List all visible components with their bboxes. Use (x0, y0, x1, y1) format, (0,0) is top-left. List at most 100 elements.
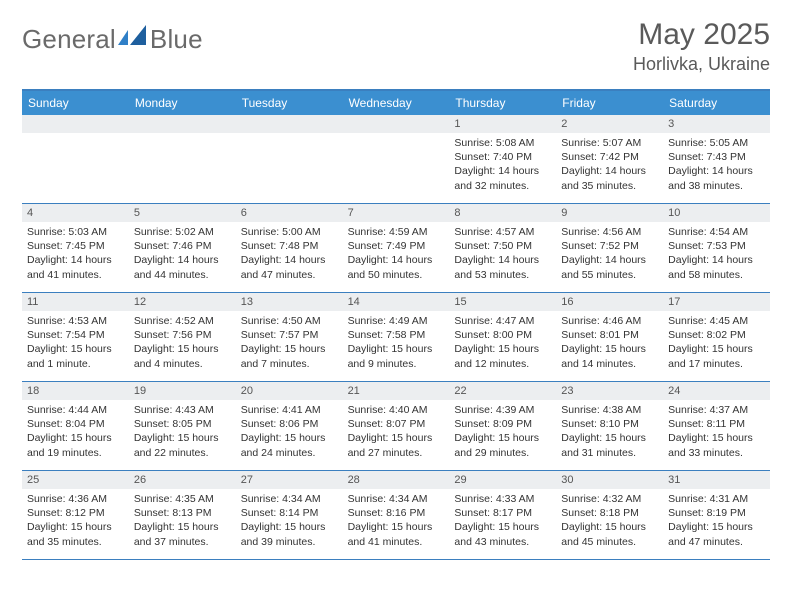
daylight-text: Daylight: 14 hours and 53 minutes. (454, 253, 551, 281)
day-body: Sunrise: 4:39 AMSunset: 8:09 PMDaylight:… (449, 400, 556, 464)
daylight-text: Daylight: 15 hours and 17 minutes. (668, 342, 765, 370)
day-cell: 11Sunrise: 4:53 AMSunset: 7:54 PMDayligh… (22, 293, 129, 381)
daylight-text: Daylight: 15 hours and 39 minutes. (241, 520, 338, 548)
day-number: 22 (449, 382, 556, 400)
daylight-text: Daylight: 15 hours and 7 minutes. (241, 342, 338, 370)
sunset-text: Sunset: 8:10 PM (561, 417, 658, 431)
day-cell: 2Sunrise: 5:07 AMSunset: 7:42 PMDaylight… (556, 115, 663, 203)
calendar: Sunday Monday Tuesday Wednesday Thursday… (22, 89, 770, 560)
day-number: 12 (129, 293, 236, 311)
day-body: Sunrise: 4:52 AMSunset: 7:56 PMDaylight:… (129, 311, 236, 375)
weekday-label: Thursday (449, 91, 556, 115)
day-cell: 20Sunrise: 4:41 AMSunset: 8:06 PMDayligh… (236, 382, 343, 470)
day-cell: 1Sunrise: 5:08 AMSunset: 7:40 PMDaylight… (449, 115, 556, 203)
daylight-text: Daylight: 15 hours and 37 minutes. (134, 520, 231, 548)
day-number (22, 115, 129, 133)
day-body: Sunrise: 5:05 AMSunset: 7:43 PMDaylight:… (663, 133, 770, 197)
day-number: 21 (343, 382, 450, 400)
daylight-text: Daylight: 15 hours and 27 minutes. (348, 431, 445, 459)
daylight-text: Daylight: 14 hours and 58 minutes. (668, 253, 765, 281)
daylight-text: Daylight: 15 hours and 1 minute. (27, 342, 124, 370)
day-cell: 10Sunrise: 4:54 AMSunset: 7:53 PMDayligh… (663, 204, 770, 292)
day-number: 7 (343, 204, 450, 222)
daylight-text: Daylight: 14 hours and 35 minutes. (561, 164, 658, 192)
day-number: 27 (236, 471, 343, 489)
day-number: 30 (556, 471, 663, 489)
day-body: Sunrise: 4:49 AMSunset: 7:58 PMDaylight:… (343, 311, 450, 375)
sunrise-text: Sunrise: 4:33 AM (454, 492, 551, 506)
day-number: 10 (663, 204, 770, 222)
day-number (343, 115, 450, 133)
sunset-text: Sunset: 7:53 PM (668, 239, 765, 253)
sunrise-text: Sunrise: 5:02 AM (134, 225, 231, 239)
sunrise-text: Sunrise: 4:40 AM (348, 403, 445, 417)
sunrise-text: Sunrise: 4:50 AM (241, 314, 338, 328)
sunset-text: Sunset: 7:48 PM (241, 239, 338, 253)
day-number: 31 (663, 471, 770, 489)
day-body: Sunrise: 4:31 AMSunset: 8:19 PMDaylight:… (663, 489, 770, 553)
sunrise-text: Sunrise: 4:59 AM (348, 225, 445, 239)
day-body: Sunrise: 5:03 AMSunset: 7:45 PMDaylight:… (22, 222, 129, 286)
weekday-label: Monday (129, 91, 236, 115)
sunset-text: Sunset: 8:01 PM (561, 328, 658, 342)
weekday-label: Saturday (663, 91, 770, 115)
sunrise-text: Sunrise: 5:08 AM (454, 136, 551, 150)
week-row: 25Sunrise: 4:36 AMSunset: 8:12 PMDayligh… (22, 471, 770, 560)
daylight-text: Daylight: 15 hours and 4 minutes. (134, 342, 231, 370)
day-number (236, 115, 343, 133)
day-cell: 31Sunrise: 4:31 AMSunset: 8:19 PMDayligh… (663, 471, 770, 559)
daylight-text: Daylight: 15 hours and 47 minutes. (668, 520, 765, 548)
sunset-text: Sunset: 8:11 PM (668, 417, 765, 431)
sunrise-text: Sunrise: 5:05 AM (668, 136, 765, 150)
day-number: 6 (236, 204, 343, 222)
day-cell: 9Sunrise: 4:56 AMSunset: 7:52 PMDaylight… (556, 204, 663, 292)
day-cell: 13Sunrise: 4:50 AMSunset: 7:57 PMDayligh… (236, 293, 343, 381)
sunrise-text: Sunrise: 5:03 AM (27, 225, 124, 239)
day-cell: 12Sunrise: 4:52 AMSunset: 7:56 PMDayligh… (129, 293, 236, 381)
day-body: Sunrise: 4:32 AMSunset: 8:18 PMDaylight:… (556, 489, 663, 553)
daylight-text: Daylight: 15 hours and 43 minutes. (454, 520, 551, 548)
day-number: 24 (663, 382, 770, 400)
sunrise-text: Sunrise: 5:00 AM (241, 225, 338, 239)
sunrise-text: Sunrise: 4:37 AM (668, 403, 765, 417)
sunset-text: Sunset: 8:12 PM (27, 506, 124, 520)
day-body: Sunrise: 4:47 AMSunset: 8:00 PMDaylight:… (449, 311, 556, 375)
sunset-text: Sunset: 8:16 PM (348, 506, 445, 520)
day-body: Sunrise: 4:37 AMSunset: 8:11 PMDaylight:… (663, 400, 770, 464)
day-number: 15 (449, 293, 556, 311)
daylight-text: Daylight: 15 hours and 45 minutes. (561, 520, 658, 548)
day-body: Sunrise: 5:02 AMSunset: 7:46 PMDaylight:… (129, 222, 236, 286)
day-body: Sunrise: 4:46 AMSunset: 8:01 PMDaylight:… (556, 311, 663, 375)
day-cell (129, 115, 236, 203)
day-cell: 15Sunrise: 4:47 AMSunset: 8:00 PMDayligh… (449, 293, 556, 381)
sunset-text: Sunset: 7:50 PM (454, 239, 551, 253)
day-body: Sunrise: 4:41 AMSunset: 8:06 PMDaylight:… (236, 400, 343, 464)
daylight-text: Daylight: 14 hours and 47 minutes. (241, 253, 338, 281)
day-number: 5 (129, 204, 236, 222)
day-number: 20 (236, 382, 343, 400)
sunrise-text: Sunrise: 4:46 AM (561, 314, 658, 328)
sunset-text: Sunset: 7:57 PM (241, 328, 338, 342)
sunrise-text: Sunrise: 4:41 AM (241, 403, 338, 417)
logo-flag-icon (118, 25, 150, 45)
day-number: 29 (449, 471, 556, 489)
day-number: 26 (129, 471, 236, 489)
day-body: Sunrise: 4:40 AMSunset: 8:07 PMDaylight:… (343, 400, 450, 464)
sunset-text: Sunset: 7:43 PM (668, 150, 765, 164)
sunset-text: Sunset: 7:40 PM (454, 150, 551, 164)
sunset-text: Sunset: 7:56 PM (134, 328, 231, 342)
day-number: 19 (129, 382, 236, 400)
sunset-text: Sunset: 7:54 PM (27, 328, 124, 342)
day-number (129, 115, 236, 133)
sunrise-text: Sunrise: 4:31 AM (668, 492, 765, 506)
day-cell: 14Sunrise: 4:49 AMSunset: 7:58 PMDayligh… (343, 293, 450, 381)
day-number: 18 (22, 382, 129, 400)
daylight-text: Daylight: 14 hours and 55 minutes. (561, 253, 658, 281)
day-number: 1 (449, 115, 556, 133)
daylight-text: Daylight: 15 hours and 19 minutes. (27, 431, 124, 459)
day-body: Sunrise: 5:08 AMSunset: 7:40 PMDaylight:… (449, 133, 556, 197)
day-number: 28 (343, 471, 450, 489)
sunset-text: Sunset: 8:13 PM (134, 506, 231, 520)
sunset-text: Sunset: 7:45 PM (27, 239, 124, 253)
weeks-container: 1Sunrise: 5:08 AMSunset: 7:40 PMDaylight… (22, 115, 770, 560)
